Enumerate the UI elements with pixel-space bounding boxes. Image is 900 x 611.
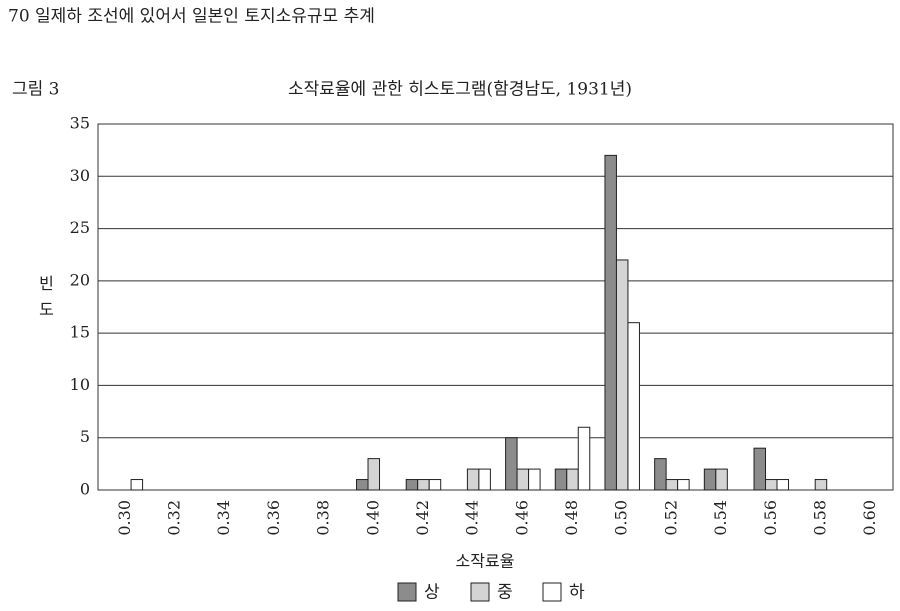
x-tick-label: 0.40	[363, 500, 382, 536]
bar	[776, 479, 790, 491]
y-tick-label: 20	[70, 270, 90, 289]
bar	[665, 479, 679, 491]
page-header: 70 일제하 조선에 있어서 일본인 토지소유규모 추계	[8, 7, 375, 27]
x-tick-label: 0.38	[314, 500, 333, 536]
bar	[130, 479, 144, 491]
chart-title: 소작료율에 관한 히스토그램(함경남도, 1931년)	[288, 80, 632, 100]
bar	[604, 154, 617, 491]
bar	[516, 468, 530, 491]
y-tick-label: 0	[80, 480, 90, 499]
y-tick-label: 5	[80, 427, 90, 446]
bar	[417, 479, 430, 491]
x-tick-label: 0.42	[413, 500, 432, 536]
y-tick-label: 25	[70, 218, 90, 237]
bar	[703, 468, 717, 491]
bar	[554, 468, 568, 491]
bar	[765, 479, 778, 491]
x-tick-label: 0.58	[810, 500, 829, 536]
bar	[627, 322, 640, 491]
y-tick-label: 15	[70, 323, 90, 342]
x-tick-label: 0.54	[711, 500, 730, 536]
y-axis-title: 빈도	[36, 275, 55, 327]
legend-label: 하	[569, 583, 585, 603]
bar	[753, 447, 767, 491]
bar	[356, 479, 369, 491]
figure-label: 그림 3	[12, 80, 60, 100]
bar	[528, 468, 541, 491]
legend-swatch	[397, 582, 417, 602]
x-tick-label: 0.50	[612, 500, 631, 536]
bar	[814, 479, 828, 491]
bar	[505, 437, 518, 491]
bar	[466, 468, 480, 491]
y-tick-label: 10	[70, 375, 90, 394]
plot-frame	[97, 123, 894, 491]
bar	[478, 468, 491, 491]
x-tick-label: 0.34	[214, 500, 233, 536]
x-tick-label: 0.44	[463, 500, 482, 536]
bar	[715, 468, 728, 491]
x-tick-label: 0.52	[661, 500, 680, 536]
x-tick-label: 0.46	[512, 500, 531, 536]
legend-swatch	[470, 582, 490, 602]
x-tick-label: 0.30	[115, 500, 134, 536]
bar	[577, 426, 591, 491]
legend-swatch	[542, 582, 562, 602]
bar	[405, 479, 419, 491]
y-tick-label: 30	[70, 166, 90, 185]
x-axis-title: 소작료율	[456, 552, 515, 571]
bar	[566, 468, 579, 491]
x-tick-label: 0.36	[264, 500, 283, 536]
x-tick-label: 0.60	[860, 500, 879, 536]
bar	[428, 479, 442, 491]
x-tick-label: 0.32	[165, 500, 184, 536]
bar	[677, 479, 690, 491]
legend-label: 중	[497, 583, 513, 603]
legend-label: 상	[424, 583, 440, 603]
y-tick-label: 35	[70, 114, 90, 133]
x-tick-label: 0.48	[562, 500, 581, 536]
bar	[367, 458, 381, 491]
x-tick-label: 0.56	[761, 500, 780, 536]
bar	[615, 259, 629, 491]
bar	[654, 458, 667, 491]
